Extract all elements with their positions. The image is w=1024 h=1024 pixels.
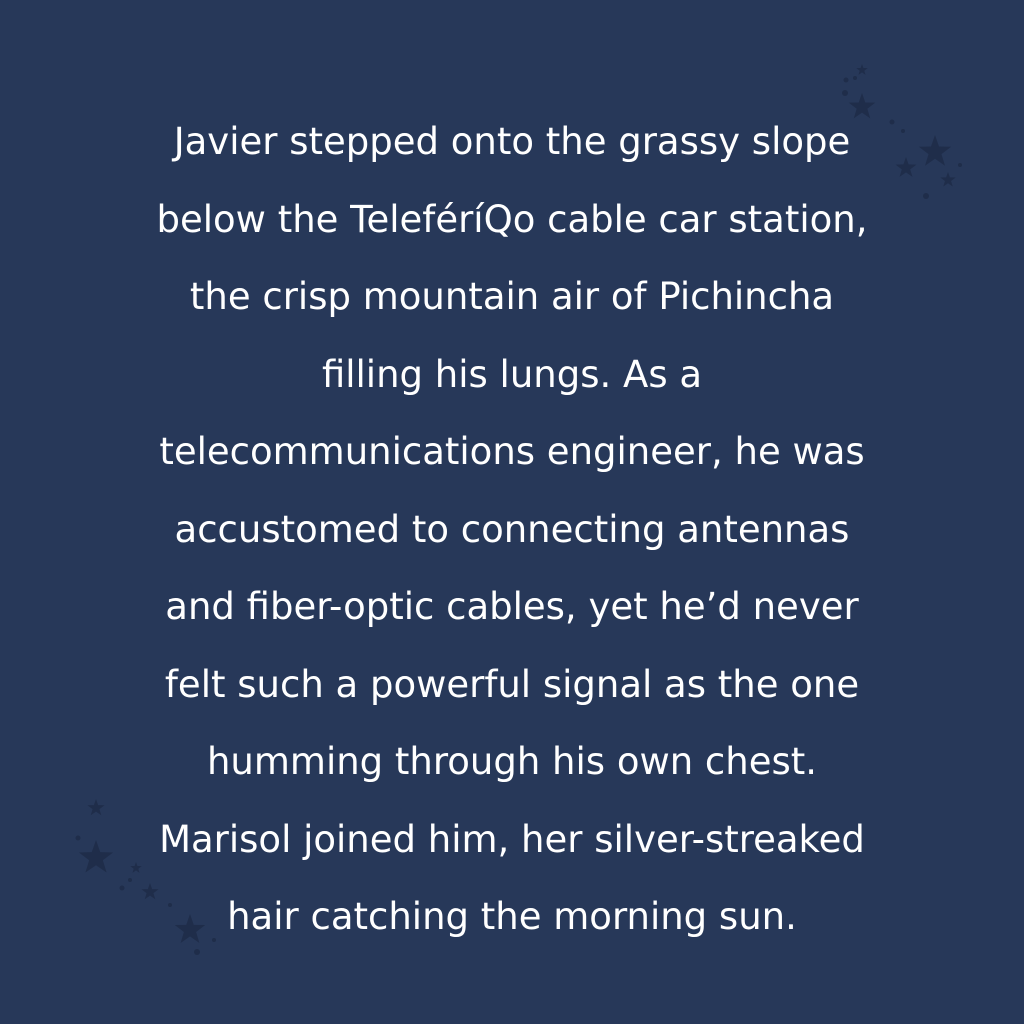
story-line: filling his lungs. As a — [321, 352, 703, 396]
story-line: humming through his own chest. — [206, 740, 818, 783]
story-line: the crisp mountain air of Pichincha — [189, 275, 835, 318]
story-line: Marisol joined him, her silver-streaked — [159, 817, 865, 861]
star-icon — [856, 64, 868, 75]
story-line: telecommunications engineer, he was — [159, 430, 865, 473]
dot-icon — [843, 77, 849, 83]
story-line: hair catching the morning sun. — [227, 895, 797, 938]
dot-icon — [842, 90, 848, 96]
story-line: and fiber-optic cables, yet he’d never — [165, 585, 859, 628]
story-line: Javier stepped onto the grassy slope — [173, 120, 851, 163]
story-line: below the TeleféríQo cable car station, — [156, 197, 868, 241]
story-line: accustomed to connecting antennas — [174, 507, 850, 551]
story-line: felt such a powerful signal as the one — [164, 662, 860, 706]
dot-icon — [853, 76, 857, 80]
story-text: Javier stepped onto the grassy slope bel… — [40, 103, 984, 956]
